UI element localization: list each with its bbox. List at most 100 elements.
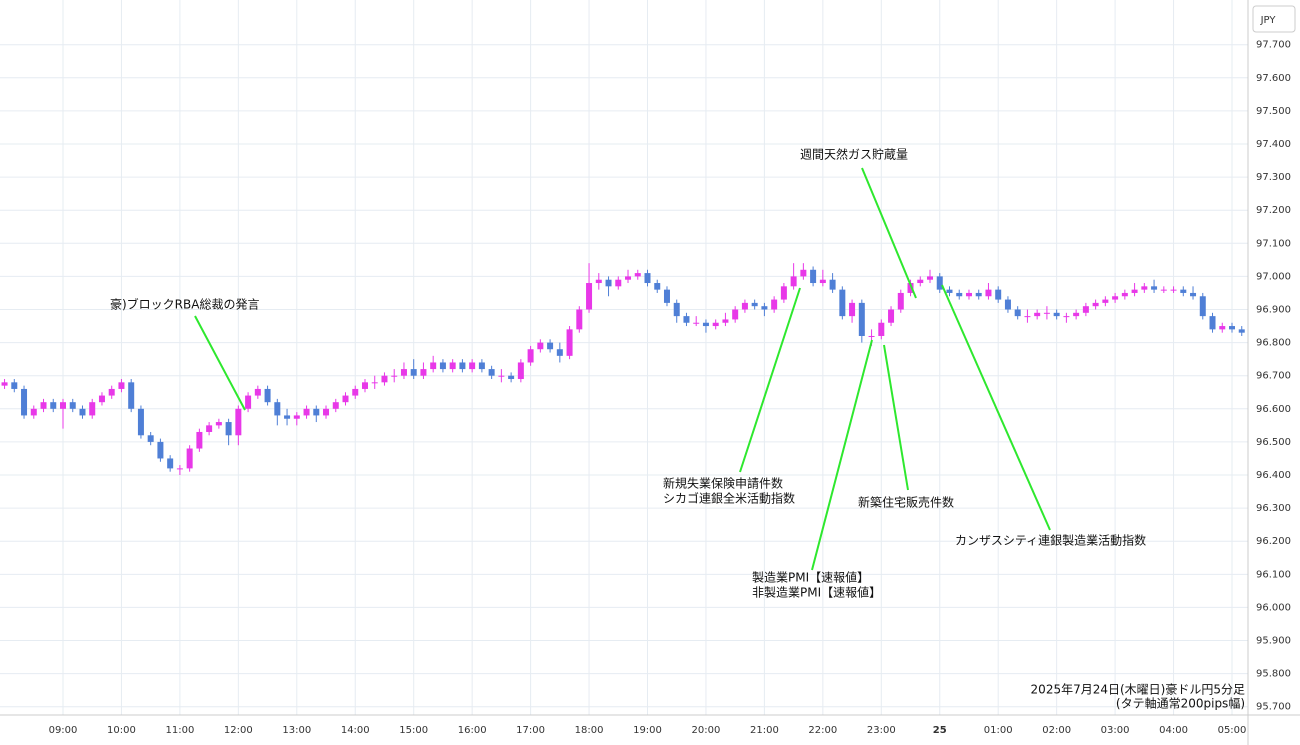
y-tick-label: 97.500 xyxy=(1256,106,1291,117)
candle-body xyxy=(50,402,57,409)
annotation-line xyxy=(194,315,246,411)
y-tick-label: 96.200 xyxy=(1256,536,1291,547)
candle-body xyxy=(1219,326,1226,330)
annotation-text: 非製造業PMI【速報値】 xyxy=(752,585,881,600)
x-tick-label: 12:00 xyxy=(224,725,253,736)
annotation-text: 製造業PMI【速報値】 xyxy=(752,570,869,585)
candle-body xyxy=(1141,286,1148,290)
x-tick-label: 11:00 xyxy=(165,725,194,736)
y-tick-label: 96.300 xyxy=(1256,503,1291,514)
candle-body xyxy=(1121,292,1128,297)
candle-body xyxy=(206,425,213,432)
candle-body xyxy=(215,422,222,426)
candle-body xyxy=(1082,306,1089,313)
candle-body xyxy=(615,279,622,287)
candle-body xyxy=(556,349,563,356)
candle-body xyxy=(985,289,992,297)
candle-body xyxy=(839,289,846,317)
candle-body xyxy=(927,276,934,280)
candle-body xyxy=(517,362,524,380)
candle-body xyxy=(780,286,787,300)
candle-body xyxy=(975,292,982,297)
candle-body xyxy=(595,279,602,284)
annotation-text: 新規失業保険申請件数 xyxy=(663,476,783,491)
x-tick-label: 17:00 xyxy=(516,725,545,736)
candle-body xyxy=(849,302,856,317)
annotation-text: 週間天然ガス貯蔵量 xyxy=(800,147,908,162)
y-tick-label: 96.900 xyxy=(1256,305,1291,316)
candle-body xyxy=(186,448,193,469)
candle-body xyxy=(157,441,164,459)
x-tick-label: 21:00 xyxy=(750,725,779,736)
annotation-line xyxy=(883,344,909,491)
candle-body xyxy=(527,349,534,363)
x-tick-label: 02:00 xyxy=(1042,725,1071,736)
candle-body xyxy=(654,283,661,290)
y-tick-label: 96.800 xyxy=(1256,338,1291,349)
candle-body xyxy=(917,279,924,284)
candle-body xyxy=(508,375,515,380)
candle-body xyxy=(352,388,359,396)
candle-body xyxy=(245,395,252,409)
x-tick-label: 23:00 xyxy=(867,725,896,736)
candle-body xyxy=(1043,312,1050,314)
y-tick-label: 95.900 xyxy=(1256,636,1291,647)
candle-body xyxy=(936,276,943,290)
candle-body xyxy=(1112,296,1119,300)
x-tick-label: 18:00 xyxy=(575,725,604,736)
candle-body xyxy=(284,415,291,419)
candle-body xyxy=(1199,296,1206,317)
y-tick-label: 97.000 xyxy=(1256,271,1291,282)
candle-body xyxy=(498,375,505,377)
candle-body xyxy=(1034,312,1041,317)
candle-body xyxy=(459,362,466,370)
annotation-line xyxy=(739,287,801,473)
candle-body xyxy=(1131,289,1138,293)
candle-body xyxy=(1073,312,1080,317)
candle-body xyxy=(1209,316,1216,330)
annotation-line xyxy=(861,167,917,299)
candle-body xyxy=(108,388,115,396)
candle-body xyxy=(771,299,778,310)
candle-body xyxy=(663,289,670,303)
candle-body xyxy=(829,279,836,290)
candle-body xyxy=(722,319,729,323)
candle-body xyxy=(391,375,398,377)
candle-body xyxy=(430,362,437,370)
candle-body xyxy=(332,402,339,409)
x-tick-label: 05:00 xyxy=(1218,725,1247,736)
candle-body xyxy=(693,322,700,324)
candle-body xyxy=(888,309,895,323)
candle-body xyxy=(1229,326,1235,330)
candle-body xyxy=(1190,292,1197,297)
candle-body xyxy=(439,362,446,370)
candle-body xyxy=(313,408,320,416)
candle-body xyxy=(683,316,690,323)
caption: (タテ軸通常200pips幅) xyxy=(1116,696,1245,711)
candle-body xyxy=(1180,289,1187,293)
candle-body xyxy=(167,458,174,469)
candle-body xyxy=(235,408,242,436)
candle-body xyxy=(897,292,904,310)
y-tick-label: 96.100 xyxy=(1256,569,1291,580)
candle-body xyxy=(89,402,96,416)
candle-body xyxy=(478,362,485,370)
candle-body xyxy=(868,335,875,337)
candle-body xyxy=(381,375,388,383)
candle-body xyxy=(400,369,407,376)
candle-body xyxy=(410,369,417,376)
annotation-line xyxy=(811,339,873,571)
y-tick-label: 96.700 xyxy=(1256,371,1291,382)
candle-body xyxy=(956,292,963,297)
currency-label: JPY xyxy=(1260,15,1277,26)
annotation-line xyxy=(941,284,1051,531)
x-tick-label: 20:00 xyxy=(692,725,721,736)
x-tick-label: 15:00 xyxy=(399,725,428,736)
candle-body xyxy=(147,435,154,442)
candle-body xyxy=(810,269,817,284)
y-tick-label: 97.200 xyxy=(1256,205,1291,216)
candle-body xyxy=(1092,302,1099,307)
candle-body xyxy=(1024,316,1031,318)
candle-body xyxy=(819,279,826,284)
candle-body xyxy=(566,329,573,356)
